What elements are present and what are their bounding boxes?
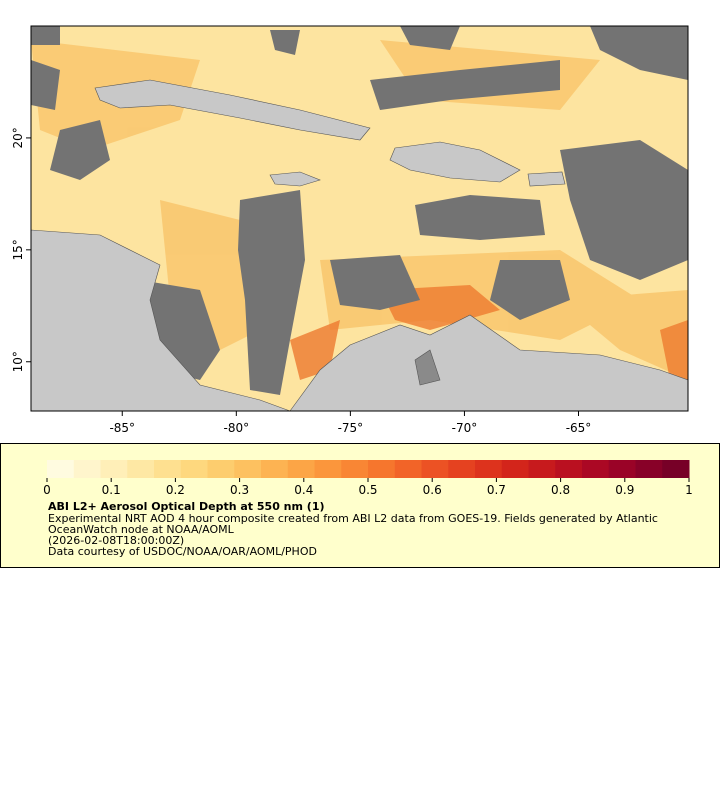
colorbar-tick-label: 0.2 xyxy=(166,483,185,497)
colorbar-swatch xyxy=(608,460,636,478)
colorbar-swatch xyxy=(261,460,289,478)
x-tick-label: -65° xyxy=(566,421,592,435)
colorbar-swatch xyxy=(528,460,556,478)
y-tick-label: 20° xyxy=(11,127,25,148)
legend-title: ABI L2+ Aerosol Optical Depth at 550 nm … xyxy=(48,500,325,513)
y-tick-label: 15° xyxy=(11,239,25,260)
colorbar-swatch xyxy=(501,460,529,478)
colorbar-swatch xyxy=(127,460,155,478)
colorbar-tick-label: 0.7 xyxy=(487,483,506,497)
colorbar-swatch xyxy=(421,460,449,478)
legend-line: Data courtesy of USDOC/NOAA/OAR/AOML/PHO… xyxy=(48,545,317,558)
colorbar-swatch xyxy=(47,460,75,478)
colorbar-tick-label: 0.6 xyxy=(423,483,442,497)
colorbar-swatch xyxy=(180,460,208,478)
colorbar-swatch xyxy=(314,460,342,478)
colorbar-tick-label: 0.4 xyxy=(294,483,313,497)
map-frame xyxy=(30,25,689,412)
colorbar-tick-label: 1 xyxy=(685,483,693,497)
map: -85° -80° -75° -70° -65° 10° 15° 20° xyxy=(11,25,689,435)
colorbar-swatch xyxy=(448,460,476,478)
x-tick-label: -85° xyxy=(109,421,135,435)
colorbar-swatch xyxy=(475,460,503,478)
legend-line: Experimental NRT AOD 4 hour composite cr… xyxy=(48,512,658,525)
colorbar: 0 0.1 0.2 0.3 0.4 0.5 0.6 0.7 0.8 0.9 1 xyxy=(43,460,693,497)
colorbar-swatch xyxy=(555,460,583,478)
colorbar-swatch xyxy=(73,460,101,478)
y-tick-label: 10° xyxy=(11,351,25,372)
colorbar-tick-label: 0.9 xyxy=(615,483,634,497)
x-tick-label: -70° xyxy=(452,421,478,435)
land xyxy=(30,79,689,412)
legend-line: OceanWatch node at NOAA/AOML xyxy=(48,523,235,536)
map-ticks: -85° -80° -75° -70° -65° 10° 15° 20° xyxy=(11,127,591,435)
legend-line: (2026-02-08T18:00:00Z) xyxy=(48,534,184,547)
colorbar-swatch xyxy=(154,460,182,478)
colorbar-tick-label: 0.3 xyxy=(230,483,249,497)
colorbar-swatch xyxy=(287,460,315,478)
colorbar-tick-label: 0.1 xyxy=(102,483,121,497)
colorbar-tick-label: 0 xyxy=(43,483,51,497)
colorbar-swatch xyxy=(635,460,663,478)
colorbar-swatch xyxy=(662,460,690,478)
x-tick-label: -80° xyxy=(224,421,250,435)
colorbar-swatch xyxy=(368,460,396,478)
colorbar-swatch xyxy=(582,460,610,478)
colorbar-swatch xyxy=(341,460,369,478)
colorbar-swatch xyxy=(234,460,262,478)
colorbar-tick-label: 0.5 xyxy=(358,483,377,497)
colorbar-swatch xyxy=(207,460,235,478)
colorbar-tick-label: 0.8 xyxy=(551,483,570,497)
colorbar-swatch xyxy=(100,460,128,478)
x-tick-label: -75° xyxy=(338,421,364,435)
colorbar-swatch xyxy=(394,460,422,478)
